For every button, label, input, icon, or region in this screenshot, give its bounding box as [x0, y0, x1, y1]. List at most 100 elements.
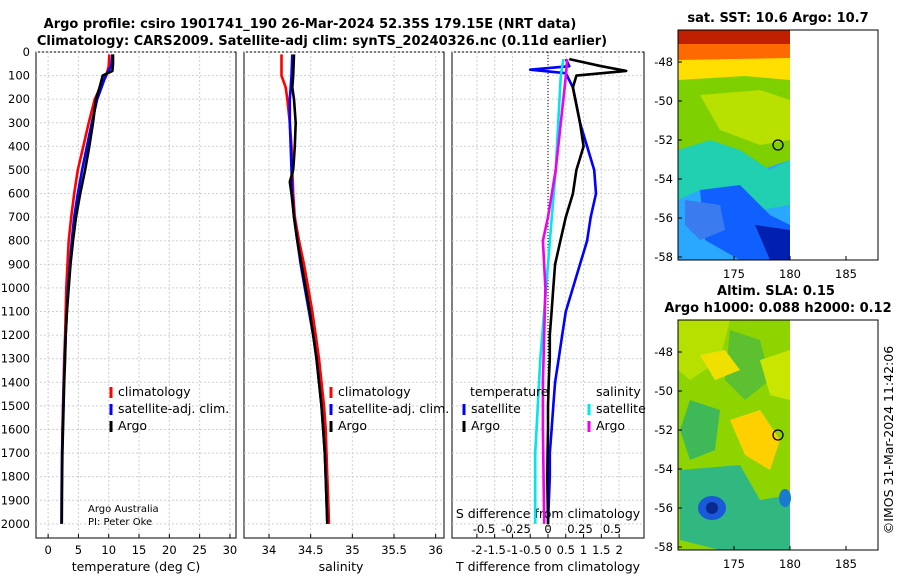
x-tick-label: 36 [428, 543, 443, 557]
depth-tick-label: 1500 [1, 399, 30, 413]
depth-tick-label: 1200 [1, 328, 30, 342]
legend-argo: Argo [338, 418, 367, 433]
title-line-2: Climatology: CARS2009. Satellite-adj cli… [37, 34, 607, 49]
argo-position-marker [772, 139, 784, 151]
depth-tick-label: 800 [8, 234, 30, 248]
map-lat-label: -48 [654, 345, 673, 359]
map-lat-label: -54 [654, 462, 673, 476]
x-tick-label: 2 [615, 543, 622, 557]
x-tick-label: 30 [223, 543, 238, 557]
depth-tick-label: 1700 [1, 446, 30, 460]
temperature-legend: climatology satellite-adj. clim. Argo [109, 384, 229, 433]
depth-tick-label: 2000 [1, 517, 30, 531]
x-tick-label: 10 [101, 543, 116, 557]
sla-map-title-2: Argo h1000: 0.088 h2000: 0.12 [664, 301, 891, 316]
salinity-plot-frame [243, 51, 445, 539]
legend-s-satellite: satellite [596, 401, 646, 416]
s-tick-label: 0.25 [567, 522, 593, 536]
map-lon-label: 185 [835, 267, 857, 281]
legend-climatology: climatology [338, 384, 411, 399]
series-argo [288, 54, 329, 524]
legend-satellite: satellite-adj. clim. [338, 401, 449, 416]
x-tick-label: 0 [44, 543, 51, 557]
sst-map-frame [677, 29, 879, 261]
depth-tick-label: 200 [8, 92, 30, 106]
depth-tick-label: 400 [8, 139, 30, 153]
map-lon-label: 175 [723, 557, 745, 571]
credit-line-2: PI: Peter Oke [88, 517, 152, 528]
depth-tick-label: 1000 [1, 281, 30, 295]
x-tick-label: 0.5 [557, 543, 575, 557]
depth-tick-label: 1300 [1, 352, 30, 366]
legend-salinity-title: salinity [596, 384, 641, 399]
map-lon-label: 175 [723, 267, 745, 281]
sst-map-title: sat. SST: 10.6 Argo: 10.7 [687, 11, 868, 26]
difference-legend: temperature salinity satellite Argo sate… [462, 384, 646, 433]
x-tick-label: 20 [162, 543, 177, 557]
map-lat-label: -56 [654, 501, 673, 515]
x-tick-label: -0.5 [519, 543, 541, 557]
map-lon-label: 180 [779, 557, 801, 571]
depth-tick-label: 1600 [1, 422, 30, 436]
map-lat-label: -50 [654, 384, 673, 398]
map-lat-label: -56 [654, 211, 673, 225]
legend-climatology: climatology [118, 384, 191, 399]
x-tick-label: 5 [75, 543, 82, 557]
depth-tick-label: 900 [8, 257, 30, 271]
depth-tick-label: 1100 [1, 305, 30, 319]
s-tick-label: 0.5 [603, 522, 621, 536]
salinity-axis-label: salinity [319, 559, 364, 574]
x-tick-label: 34 [262, 543, 277, 557]
sst-map [678, 30, 790, 260]
depth-tick-label: 0 [23, 45, 30, 59]
sla-map-frame [677, 319, 879, 551]
s-tick-label: -0.25 [501, 522, 531, 536]
legend-temperature-title: temperature [470, 384, 549, 399]
legend-t-satellite: satellite [471, 401, 521, 416]
legend-satellite: satellite-adj. clim. [118, 401, 229, 416]
series-salinity-argo [541, 58, 569, 524]
sla-map [678, 320, 791, 550]
x-tick-label: 25 [192, 543, 207, 557]
depth-tick-label: 500 [8, 163, 30, 177]
series-temperature-argo [545, 57, 628, 524]
depth-tick-label: 1400 [1, 375, 30, 389]
map-lat-label: -52 [654, 133, 673, 147]
map-lat-label: -48 [654, 55, 673, 69]
depth-tick-label: 700 [8, 210, 30, 224]
x-tick-label: 1.5 [592, 543, 610, 557]
map-lat-label: -52 [654, 423, 673, 437]
s-tick-label: -0.5 [473, 522, 495, 536]
x-tick-label: 15 [132, 543, 147, 557]
map-lon-label: 185 [835, 557, 857, 571]
x-tick-label: -1 [507, 543, 518, 557]
salinity-legend: climatology satellite-adj. clim. Argo [329, 384, 449, 433]
depth-tick-label: 1900 [1, 493, 30, 507]
x-tick-label: 35.5 [381, 543, 407, 557]
map-lon-label: 180 [779, 267, 801, 281]
legend-argo: Argo [118, 418, 147, 433]
legend-t-argo: Argo [471, 418, 500, 433]
series-argo [60, 54, 115, 524]
temperature-axis-label: temperature (deg C) [72, 559, 201, 574]
depth-tick-label: 300 [8, 116, 30, 130]
map-lat-label: -54 [654, 172, 673, 186]
x-tick-label: -2 [471, 543, 482, 557]
x-tick-label: 35 [345, 543, 360, 557]
map-lat-label: -58 [654, 250, 673, 264]
credit-line-1: Argo Australia [88, 504, 159, 515]
t-difference-axis-label: T difference from climatology [455, 559, 641, 574]
legend-s-argo: Argo [596, 418, 625, 433]
depth-tick-label: 600 [8, 187, 30, 201]
x-tick-label: 1 [580, 543, 587, 557]
series-salinity-satellite [533, 58, 565, 524]
x-tick-label: 34.5 [298, 543, 324, 557]
series-temperature-satellite [528, 58, 598, 524]
x-tick-label: -1.5 [483, 543, 505, 557]
depth-tick-label: 100 [8, 69, 30, 83]
title-line-1: Argo profile: csiro 1901741_190 26-Mar-2… [44, 17, 577, 32]
argo-position-marker [772, 429, 784, 441]
x-tick-label: 0 [544, 543, 551, 557]
map-lat-label: -58 [654, 540, 673, 554]
